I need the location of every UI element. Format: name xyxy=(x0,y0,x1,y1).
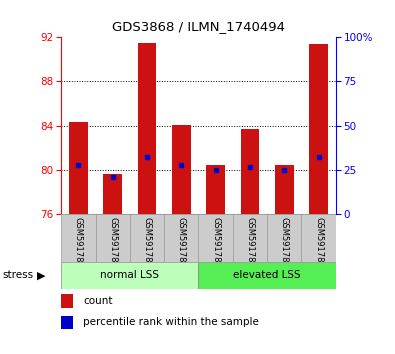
Bar xyxy=(301,214,336,262)
Text: ▶: ▶ xyxy=(37,270,45,280)
Bar xyxy=(96,214,130,262)
Bar xyxy=(172,125,191,214)
Text: count: count xyxy=(83,296,113,306)
Bar xyxy=(206,165,225,214)
Text: elevated LSS: elevated LSS xyxy=(233,270,301,280)
Bar xyxy=(198,262,336,289)
Bar xyxy=(198,214,233,262)
Bar xyxy=(241,129,260,214)
Bar xyxy=(61,316,73,329)
Bar xyxy=(61,294,73,308)
Text: GSM591786: GSM591786 xyxy=(245,217,254,267)
Text: GSM591788: GSM591788 xyxy=(314,217,323,267)
Bar xyxy=(137,43,156,214)
Bar xyxy=(309,44,328,214)
Bar xyxy=(103,175,122,214)
Text: normal LSS: normal LSS xyxy=(100,270,159,280)
Title: GDS3868 / ILMN_1740494: GDS3868 / ILMN_1740494 xyxy=(112,20,285,33)
Text: GSM591785: GSM591785 xyxy=(211,217,220,267)
Bar xyxy=(69,122,88,214)
Text: stress: stress xyxy=(2,270,33,280)
Text: GSM591784: GSM591784 xyxy=(177,217,186,267)
Bar xyxy=(130,214,164,262)
Bar xyxy=(164,214,199,262)
Bar xyxy=(267,214,301,262)
Text: GSM591781: GSM591781 xyxy=(74,217,83,267)
Text: GSM591787: GSM591787 xyxy=(280,217,289,267)
Bar xyxy=(61,214,96,262)
Bar xyxy=(61,262,198,289)
Text: GSM591783: GSM591783 xyxy=(143,217,152,267)
Text: GSM591782: GSM591782 xyxy=(108,217,117,267)
Bar xyxy=(233,214,267,262)
Text: percentile rank within the sample: percentile rank within the sample xyxy=(83,318,259,327)
Bar xyxy=(275,165,294,214)
